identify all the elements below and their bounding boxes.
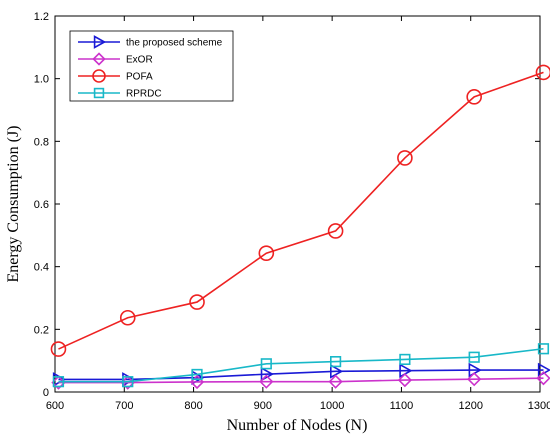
x-axis-title: Number of Nodes (N) [227, 417, 368, 434]
data-point [399, 353, 411, 366]
data-point [50, 341, 67, 357]
x-tick-label: 700 [115, 400, 133, 412]
data-point [537, 343, 550, 355]
data-point [327, 223, 344, 239]
y-tick-label: 0.4 [34, 262, 49, 274]
legend-marker [92, 69, 106, 83]
data-point [260, 358, 272, 370]
data-point [328, 374, 343, 389]
y-tick-label: 0.8 [34, 136, 49, 148]
series-layer [50, 64, 550, 390]
y-tick-label: 0 [43, 387, 49, 399]
data-point [189, 294, 205, 310]
series-line [58, 377, 544, 384]
y-axis-title: Energy Consumption (J) [5, 125, 22, 282]
y-tick-label: 0.6 [34, 199, 49, 211]
data-point [397, 150, 413, 166]
legend-marker [93, 87, 105, 99]
legend-label: the proposed scheme [126, 38, 223, 49]
legend-entry: RPRDC [78, 87, 162, 100]
legend-entry: ExOR [78, 52, 153, 66]
data-point [191, 368, 203, 381]
axis-ticks: 600 700 800 900 1000 1100 1200 1300 0 0.2 0.4 0.6 0.… [34, 11, 550, 412]
data-point [258, 245, 275, 261]
data-point [330, 356, 342, 368]
data-point [468, 351, 480, 363]
data-point [467, 372, 482, 387]
data-point [259, 374, 274, 389]
data-point [122, 376, 134, 388]
y-tick-label: 0.2 [34, 324, 49, 336]
series-line [58, 369, 544, 381]
series-line [58, 71, 544, 350]
legend-entry: the proposed scheme [78, 35, 223, 49]
data-point [330, 363, 344, 379]
y-tick-label: 1.2 [34, 11, 49, 23]
data-point [466, 89, 482, 105]
legend: the proposed scheme ExOR POFA RPRDC [69, 30, 234, 102]
x-tick-label: 1000 [320, 400, 344, 412]
y-tick-label: 1.0 [34, 74, 49, 86]
series-line [58, 347, 544, 383]
legend-marker [93, 35, 107, 49]
x-tick-label: 1200 [458, 400, 482, 412]
series-pofa [50, 64, 550, 357]
data-point [536, 371, 550, 386]
data-point [397, 372, 413, 388]
legend-marker [92, 52, 106, 66]
legend-label: POFA [126, 72, 153, 83]
data-point [535, 64, 550, 81]
series-rprdc [52, 343, 550, 388]
legend-entry: POFA [78, 69, 153, 83]
legend-label: ExOR [126, 55, 153, 66]
x-tick-label: 1100 [390, 400, 414, 412]
data-point [119, 309, 136, 326]
x-tick-label: 600 [46, 400, 64, 412]
legend-label: RPRDC [126, 89, 162, 100]
data-point [52, 376, 65, 388]
x-tick-label: 1300 [528, 400, 550, 412]
x-tick-label: 900 [254, 400, 272, 412]
x-tick-label: 800 [184, 400, 202, 412]
